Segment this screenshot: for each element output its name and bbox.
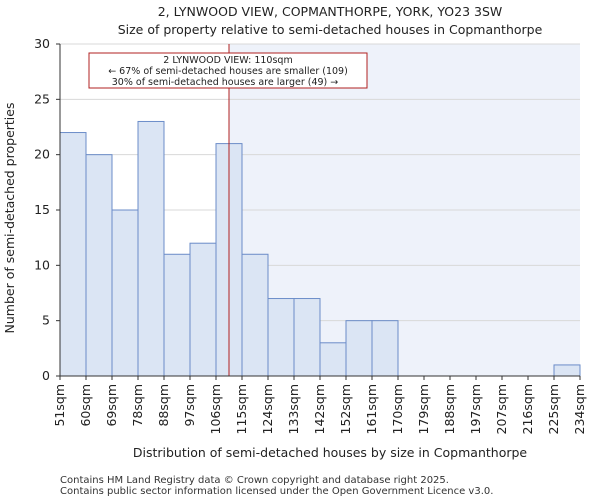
x-tick-label: 161sqm bbox=[364, 384, 379, 434]
y-tick-label: 25 bbox=[34, 91, 50, 106]
histogram-bar bbox=[85, 154, 113, 377]
x-tick-label: 97sqm bbox=[182, 384, 197, 427]
y-tick-label: 15 bbox=[34, 202, 50, 217]
x-tick-label: 60sqm bbox=[78, 384, 93, 427]
histogram-bar bbox=[111, 209, 139, 377]
histogram-bar bbox=[163, 253, 191, 377]
histogram-bar bbox=[371, 320, 399, 377]
histogram-bar bbox=[345, 320, 373, 377]
annotation-frame bbox=[88, 52, 368, 89]
x-tick-label: 133sqm bbox=[286, 384, 301, 434]
y-tick-labels: 0 5 10 15 20 25 30 bbox=[34, 36, 60, 383]
y-tick-label: 5 bbox=[42, 313, 50, 328]
histogram-bar bbox=[267, 298, 295, 377]
y-tick-label: 20 bbox=[34, 147, 50, 162]
bars-group bbox=[59, 120, 581, 377]
histogram-bar bbox=[137, 120, 165, 377]
x-tick-label: 179sqm bbox=[416, 384, 431, 434]
x-tick-label: 234sqm bbox=[572, 384, 587, 434]
x-tick-label: 225sqm bbox=[546, 384, 561, 434]
x-tick-label: 188sqm bbox=[442, 384, 457, 434]
annotation-line2: ← 67% of semi-detached houses are smalle… bbox=[108, 66, 348, 77]
x-tick-labels: 51sqm 60sqm 69sqm 78sqm 88sqm 97sqm 106sqm 115s… bbox=[52, 376, 587, 434]
x-tick-label: 197sqm bbox=[468, 384, 483, 434]
x-tick-label: 142sqm bbox=[312, 384, 327, 434]
x-tick-label: 216sqm bbox=[520, 384, 535, 434]
x-tick-label: 69sqm bbox=[104, 384, 119, 427]
histogram-bar bbox=[553, 364, 581, 377]
x-tick-label: 207sqm bbox=[494, 384, 509, 434]
chart-title-line2: Size of property relative to semi-detach… bbox=[118, 22, 543, 37]
histogram-bar bbox=[59, 132, 87, 377]
annotation-line3: 30% of semi-detached houses are larger (… bbox=[112, 77, 339, 88]
footer-line2: Contains public sector information licen… bbox=[60, 486, 493, 497]
footer-line1: Contains HM Land Registry data © Crown c… bbox=[60, 475, 449, 486]
chart-title-line1: 2, LYNWOOD VIEW, COPMANTHORPE, YORK, YO2… bbox=[158, 4, 503, 19]
histogram-bar bbox=[319, 342, 347, 377]
histogram-bar bbox=[189, 242, 217, 377]
y-tick-label: 30 bbox=[34, 36, 50, 51]
histogram-bar bbox=[293, 298, 321, 377]
y-tick-label: 10 bbox=[34, 257, 50, 272]
x-tick-label: 88sqm bbox=[156, 384, 171, 427]
x-tick-label: 115sqm bbox=[234, 384, 249, 434]
annotation-line1: 2 LYNWOOD VIEW: 110sqm bbox=[163, 55, 292, 66]
y-axis-label: Number of semi-detached properties bbox=[2, 103, 17, 334]
x-tick-label: 78sqm bbox=[130, 384, 145, 427]
x-axis-label: Distribution of semi-detached houses by … bbox=[133, 445, 528, 460]
x-tick-label: 170sqm bbox=[390, 384, 405, 434]
annotation-box: 2 LYNWOOD VIEW: 110sqm ← 67% of semi-det… bbox=[88, 52, 368, 89]
x-tick-label: 152sqm bbox=[338, 384, 353, 434]
x-tick-label: 124sqm bbox=[260, 384, 275, 434]
x-tick-label: 106sqm bbox=[208, 384, 223, 434]
histogram-bar bbox=[241, 253, 269, 377]
x-tick-label: 51sqm bbox=[52, 384, 67, 427]
y-tick-label: 0 bbox=[42, 368, 50, 383]
